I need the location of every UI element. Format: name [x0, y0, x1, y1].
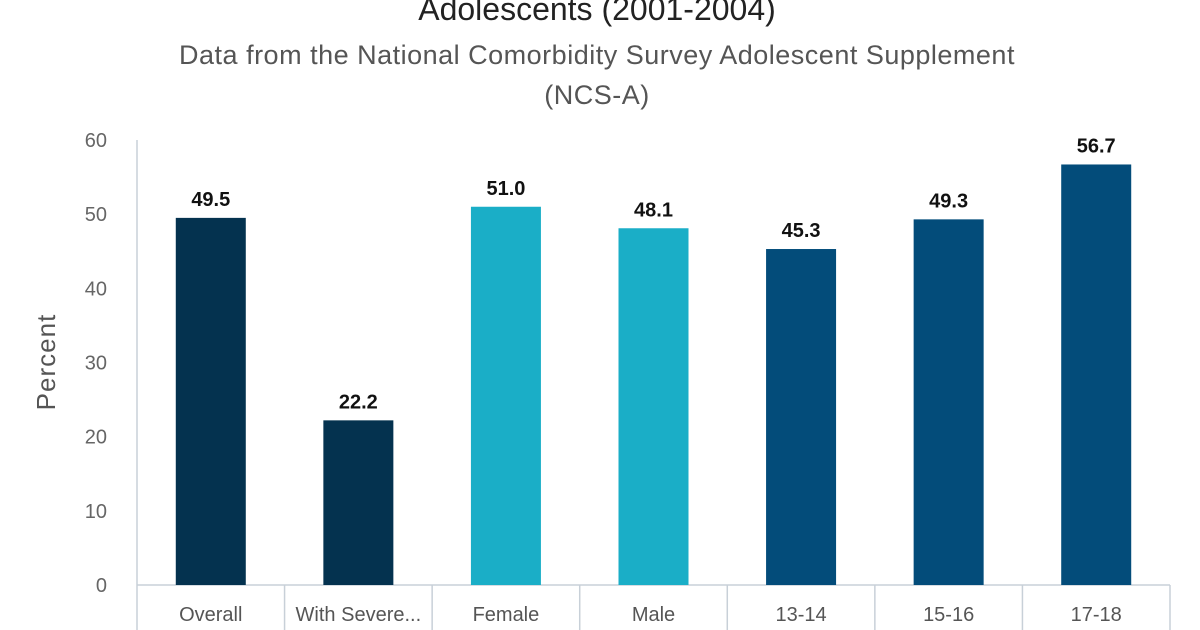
bar-4: [618, 228, 689, 585]
data-label-3: 51.0: [486, 178, 525, 200]
bar-3: [470, 206, 541, 585]
x-tick-label-6: 15-16: [923, 604, 974, 626]
y-tick-label: 30: [85, 353, 107, 375]
x-tick-label-4: Male: [632, 604, 675, 626]
x-axis-category-cells: [136, 585, 1171, 630]
y-tick-label: 40: [85, 278, 107, 300]
x-tick-label-3: Female: [473, 604, 540, 626]
x-axis-tick-labels: Overall With Severe... Female Male 13-14 15-1…: [179, 604, 1122, 626]
y-tick-label: 10: [85, 501, 107, 523]
y-tick-label: 60: [85, 130, 107, 152]
bar-1: [175, 217, 246, 585]
data-labels: 49.5 22.2 51.0 48.1 45.3 49.3 56.7: [191, 135, 1115, 413]
y-tick-label: 20: [85, 427, 107, 449]
y-tick-label: 0: [96, 575, 107, 597]
data-label-2: 22.2: [339, 391, 378, 413]
y-axis-label: Percent: [31, 314, 61, 411]
bar-6: [913, 219, 984, 585]
data-label-1: 49.5: [191, 189, 230, 211]
data-label-7: 56.7: [1077, 135, 1116, 157]
x-tick-label-2: With Severe...: [296, 604, 422, 626]
bar-7: [1061, 164, 1132, 585]
bar-5: [766, 249, 837, 585]
bar-2: [323, 420, 394, 585]
y-axis-ticks: 0 10 20 30 40 50 60: [85, 130, 107, 597]
bar-series: [175, 164, 1132, 585]
x-tick-label-5: 13-14: [775, 604, 826, 626]
chart-title: Adolescents (2001-2004): [418, 0, 776, 27]
x-tick-label-7: 17-18: [1071, 604, 1122, 626]
x-tick-label-1: Overall: [179, 604, 242, 626]
y-tick-label: 50: [85, 204, 107, 226]
chart-subtitle-line-1: Data from the National Comorbidity Surve…: [179, 40, 1015, 70]
chart-subtitle-line-2: (NCS-A): [544, 80, 650, 110]
data-label-6: 49.3: [929, 190, 968, 212]
data-label-4: 48.1: [634, 199, 673, 221]
data-label-5: 45.3: [782, 220, 821, 242]
